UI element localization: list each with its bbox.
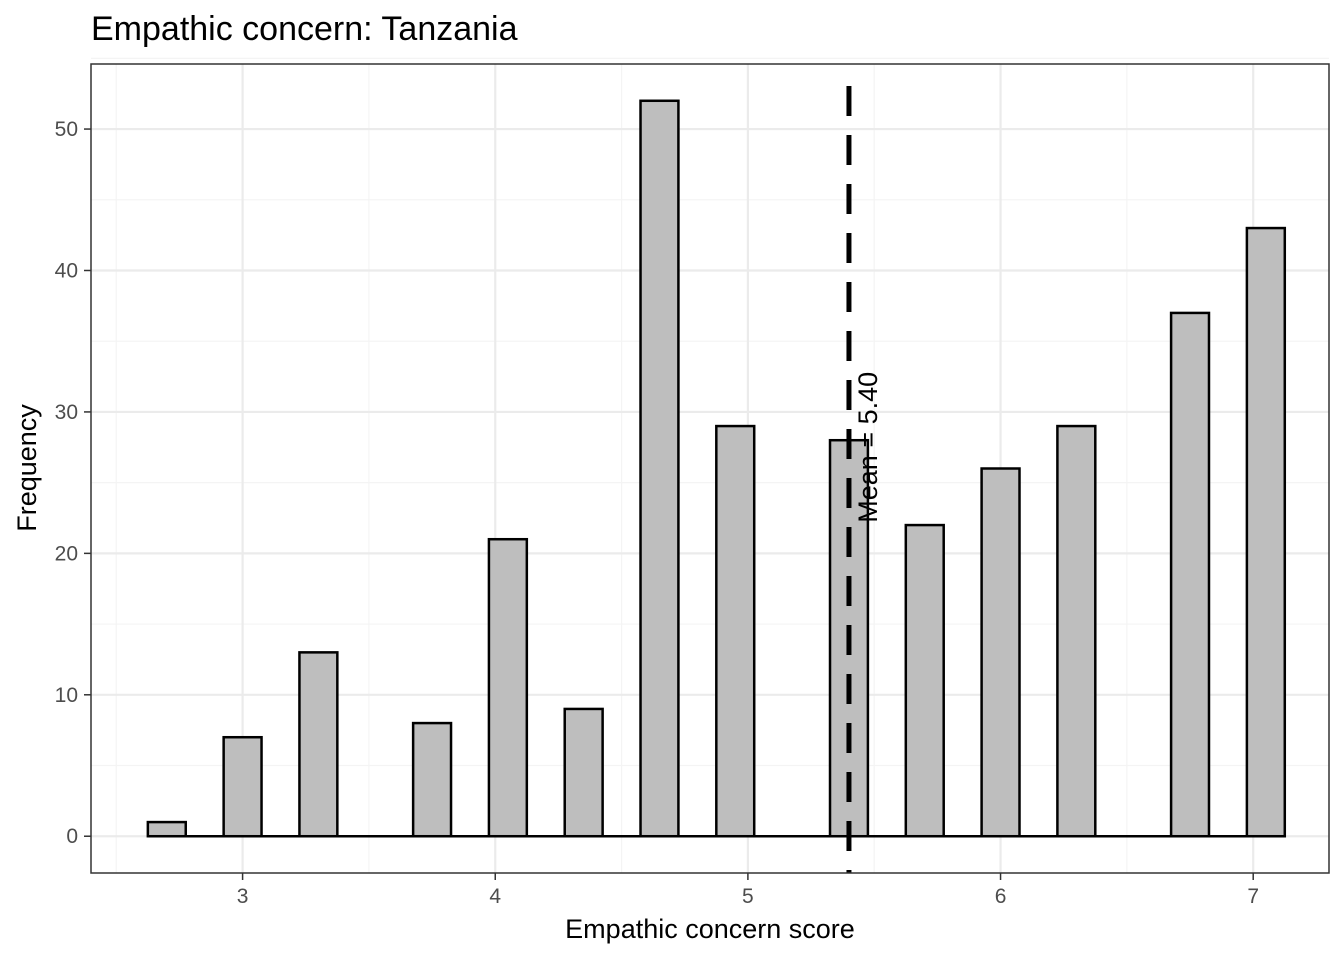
histogram-bar <box>1056 424 1097 838</box>
y-tick-label: 10 <box>55 684 78 707</box>
y-axis: 0 10 20 30 40 50 <box>55 118 91 848</box>
histogram-bar <box>146 820 187 838</box>
bars <box>146 99 1287 838</box>
y-tick-label: 20 <box>55 542 78 565</box>
histogram-bar <box>904 523 945 838</box>
x-tick-label: 7 <box>1247 885 1259 908</box>
y-tick-label: 40 <box>55 259 78 282</box>
histogram-bar <box>411 721 453 838</box>
y-tick-label: 0 <box>66 825 78 848</box>
histogram-bar <box>639 99 680 838</box>
x-axis-title: Empathic concern score <box>565 914 855 944</box>
histogram-bar <box>980 467 1021 838</box>
histogram-bar <box>298 651 339 838</box>
x-tick-label: 3 <box>237 885 249 908</box>
x-tick-label: 4 <box>489 885 501 908</box>
histogram-bar <box>1245 226 1287 838</box>
x-tick-label: 6 <box>995 885 1007 908</box>
histogram-bar <box>715 424 756 838</box>
y-tick-label: 30 <box>55 401 78 424</box>
histogram-bar <box>487 537 529 838</box>
histogram-bar <box>1169 311 1211 838</box>
y-tick-label: 50 <box>55 118 78 141</box>
y-axis-title: Frequency <box>12 404 42 532</box>
panel-border <box>90 63 1330 874</box>
x-axis: 3 4 5 6 7 <box>237 873 1259 908</box>
histogram-bar <box>222 735 263 838</box>
mean-marker: Mean = 5.40 <box>846 86 883 873</box>
histogram-bar <box>563 707 604 838</box>
x-tick-label: 5 <box>742 885 754 908</box>
chart-title: Empathic concern: Tanzania <box>91 10 518 48</box>
mean-label: Mean = 5.40 <box>853 372 883 523</box>
